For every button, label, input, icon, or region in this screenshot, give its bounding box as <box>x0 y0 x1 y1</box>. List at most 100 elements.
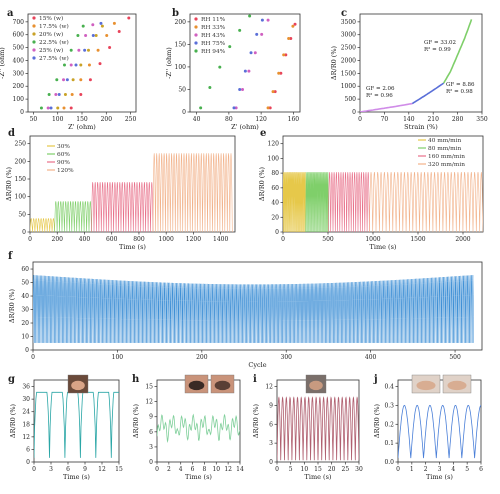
y-tick-label: 150 <box>15 176 27 183</box>
x-tick-label: 40 <box>193 116 201 123</box>
y-axis-label: ΔR/R0 (%) <box>373 403 381 438</box>
plot-area <box>277 396 359 461</box>
inset-photo-eyes-closed <box>210 374 235 394</box>
legend: 40 mm/min 80 mm/min 160 mm/min 320 mm/min <box>418 138 465 168</box>
data-point <box>98 62 102 66</box>
y-tick-label: 500 <box>13 45 25 52</box>
x-axis-label: Cycle <box>248 361 266 369</box>
data-point <box>87 63 91 67</box>
x-tick-label: 2 <box>167 466 171 473</box>
x-tick-label: 2000 <box>455 236 470 243</box>
annotation: R² = 0.96 <box>366 92 393 99</box>
data-point <box>266 106 270 110</box>
plot-area <box>398 404 481 459</box>
y-tick-label: 0.2 <box>384 421 394 428</box>
data-point <box>79 93 83 97</box>
data-point <box>62 106 66 110</box>
y-tick-label: 0 <box>182 109 186 116</box>
y-tick-label: 50 <box>18 211 26 218</box>
photo-subject <box>447 380 467 391</box>
y-tick-label: 3 <box>269 440 273 447</box>
panel-d: d 0 200 400 600 800 1000 1200 1400 0 50 100 150 200 25… <box>5 128 236 251</box>
x-tick-label: 0 <box>155 466 159 473</box>
x-tick-label: 6 <box>66 466 70 473</box>
series-line <box>305 172 329 232</box>
data-point <box>127 16 131 20</box>
panel-h: h 0 2 4 6 8 10 12 14 0 3 6 9 12 15 Time (s) ΔR/R0 (%) <box>132 374 244 481</box>
x-tick-label: 150 <box>76 116 88 123</box>
x-tick-label: 0 <box>32 466 36 473</box>
data-point <box>55 78 59 82</box>
x-tick-label: 1 <box>410 466 414 473</box>
data-point <box>96 48 100 52</box>
y-tick-label: 200 <box>175 19 187 26</box>
x-axis-label: Time (s) <box>426 473 453 481</box>
legend-label: 120% <box>57 168 74 174</box>
x-tick-label: 0 <box>281 236 285 243</box>
y-tick-label: 0 <box>275 229 279 236</box>
series-line <box>442 19 473 84</box>
data-point <box>86 48 90 52</box>
panel-letter: b <box>172 8 179 19</box>
data-point <box>228 45 232 49</box>
x-tick-label: 50 <box>30 116 38 123</box>
y-tick-label: 100 <box>268 155 280 162</box>
panel-a: a 50 100 150 200 250 0 100 200 300 400 500 600 700 Z' … <box>0 8 137 131</box>
x-tick-label: 3 <box>438 466 442 473</box>
y-tick-label: 1500 <box>341 70 356 77</box>
y-tick-label: 600 <box>13 32 25 39</box>
y-tick-label: 100 <box>13 96 25 103</box>
panel-i: i 0 5 10 15 20 25 30 0 3 6 9 12 Time (s) ΔR/R0 (%) <box>252 374 363 481</box>
data-point <box>260 32 264 36</box>
y-tick-label: 0 <box>22 229 26 236</box>
x-tick-label: 400 <box>365 354 377 361</box>
data-point <box>65 78 69 82</box>
data-point <box>273 90 277 94</box>
data-point <box>57 93 61 97</box>
y-tick-label: 80 <box>271 170 279 177</box>
inset-photo-throat <box>67 374 89 394</box>
x-tick-label: 200 <box>196 354 208 361</box>
panel-letter: e <box>260 128 266 139</box>
y-tick-label: 24 <box>22 409 30 416</box>
x-axis-label: Z' (ohm) <box>68 123 96 131</box>
legend-label: RH 43% <box>201 33 226 39</box>
y-tick-label: 36 <box>22 384 30 391</box>
panel-letter: g <box>8 374 15 385</box>
data-point <box>117 29 121 33</box>
x-tick-label: 600 <box>106 236 118 243</box>
data-point <box>54 93 58 97</box>
x-tick-label: 280 <box>452 116 464 123</box>
y-tick-label: 0 <box>352 109 356 116</box>
y-axis-label: ΔR/R0 (%) <box>9 403 17 438</box>
y-tick-label: 3 <box>149 444 153 451</box>
x-tick-label: 200 <box>52 236 64 243</box>
x-tick-label: 4 <box>179 466 183 473</box>
data-point <box>71 78 75 82</box>
data-point <box>83 48 87 52</box>
data-point <box>108 46 112 50</box>
data-point <box>63 93 67 97</box>
data-point <box>94 33 98 37</box>
data-point <box>271 90 275 94</box>
plot-frame <box>29 135 236 233</box>
data-point <box>69 63 73 67</box>
y-tick-label: 12 <box>265 384 273 391</box>
data-point <box>291 24 295 28</box>
legend-label: 20% (w) <box>39 31 63 38</box>
y-tick-label: 20 <box>271 214 279 221</box>
series-line <box>157 413 240 443</box>
panel-letter: h <box>132 374 140 385</box>
legend-label: RH 11% <box>201 17 226 23</box>
x-tick-label: 200 <box>101 116 113 123</box>
x-tick-label: 9 <box>83 466 87 473</box>
series-line <box>91 182 154 232</box>
x-tick-label: 100 <box>112 354 124 361</box>
data-point <box>69 48 73 52</box>
x-tick-label: 0 <box>275 466 279 473</box>
x-tick-label: 15 <box>314 466 322 473</box>
data-point <box>76 33 80 37</box>
data-point <box>253 51 257 55</box>
